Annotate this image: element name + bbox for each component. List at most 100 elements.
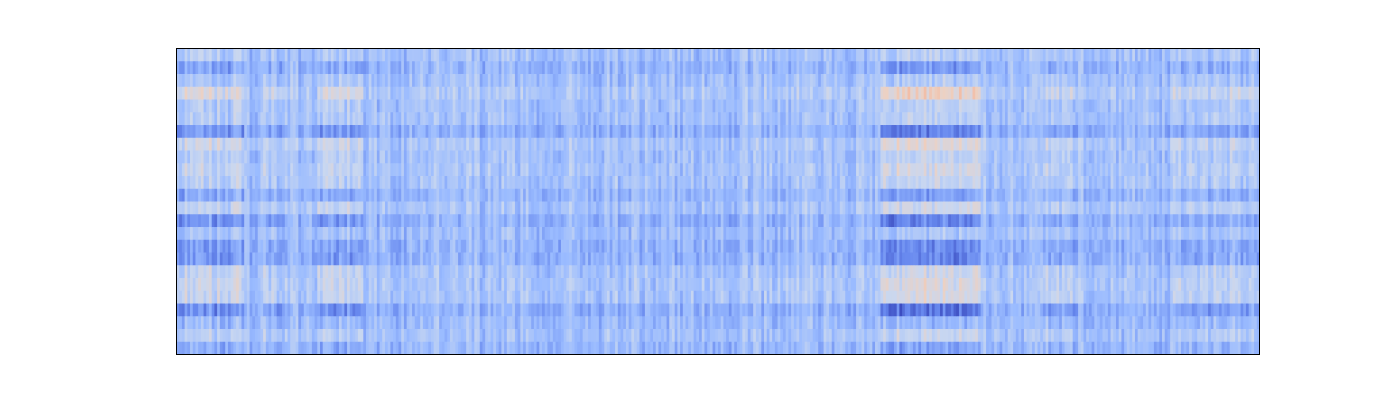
heatmap-cell xyxy=(712,163,716,177)
heatmap-cell xyxy=(246,201,250,215)
heatmap-cell xyxy=(255,150,259,164)
heatmap-cell xyxy=(217,99,221,113)
heatmap-cell xyxy=(517,252,521,266)
heatmap-cell xyxy=(322,303,326,317)
heatmap-cell xyxy=(552,341,556,355)
heatmap-cell xyxy=(393,265,397,279)
heatmap-cell xyxy=(704,265,708,279)
heatmap-cell xyxy=(238,150,242,164)
heatmap-cell xyxy=(282,341,286,355)
heatmap-cell xyxy=(688,86,692,100)
heatmap-cell xyxy=(347,290,351,304)
heatmap-cell xyxy=(644,74,649,88)
heatmap-cell xyxy=(322,227,326,241)
heatmap-cell xyxy=(238,48,242,62)
heatmap-cell xyxy=(647,61,651,75)
heatmap-cell xyxy=(265,137,269,151)
heatmap-cell xyxy=(682,316,686,330)
heatmap-cell xyxy=(249,150,253,164)
heatmap-cell xyxy=(514,112,519,126)
heatmap-cell xyxy=(485,99,489,113)
heatmap-cell xyxy=(701,112,705,126)
heatmap-cell xyxy=(555,112,559,126)
heatmap-cell xyxy=(485,74,489,88)
heatmap-cell xyxy=(612,61,616,75)
heatmap-cell xyxy=(393,163,397,177)
heatmap-cell xyxy=(579,290,584,304)
heatmap-cell xyxy=(468,125,473,139)
heatmap-cell xyxy=(677,329,681,343)
heatmap-cell xyxy=(265,99,269,113)
heatmap-cell xyxy=(644,316,649,330)
heatmap-cell xyxy=(566,201,570,215)
heatmap-cell xyxy=(347,252,351,266)
heatmap-cell xyxy=(357,48,362,62)
heatmap-cell xyxy=(184,329,188,343)
heatmap-cell xyxy=(485,329,489,343)
heatmap-cell xyxy=(734,150,738,164)
heatmap-cell xyxy=(709,112,713,126)
heatmap-cell xyxy=(631,278,635,292)
heatmap-cell xyxy=(723,176,727,190)
heatmap-cell xyxy=(366,176,370,190)
heatmap-cell xyxy=(376,74,380,88)
heatmap-cell xyxy=(263,150,267,164)
heatmap-cell xyxy=(571,201,575,215)
heatmap-cell xyxy=(574,112,578,126)
heatmap-cell xyxy=(715,137,719,151)
heatmap-cell xyxy=(487,214,491,228)
heatmap-cell xyxy=(181,176,186,190)
heatmap-cell xyxy=(244,150,248,164)
heatmap-cell xyxy=(276,99,280,113)
heatmap-cell xyxy=(268,112,272,126)
heatmap-cell xyxy=(330,341,334,355)
heatmap-cell xyxy=(490,74,494,88)
heatmap-cell xyxy=(593,112,597,126)
heatmap-cell xyxy=(588,125,592,139)
heatmap-cell xyxy=(428,112,432,126)
heatmap-cell xyxy=(455,61,459,75)
heatmap-cell xyxy=(623,252,627,266)
heatmap-cell xyxy=(265,290,269,304)
heatmap-cell xyxy=(309,214,313,228)
heatmap-cell xyxy=(460,188,464,202)
heatmap-cell xyxy=(314,278,318,292)
heatmap-cell xyxy=(236,227,240,241)
heatmap-cell xyxy=(731,48,735,62)
heatmap-cell xyxy=(376,316,380,330)
heatmap-cell xyxy=(631,201,635,215)
heatmap-cell xyxy=(384,214,389,228)
heatmap-cell xyxy=(490,265,494,279)
heatmap-cell xyxy=(468,74,473,88)
heatmap-cell xyxy=(718,227,722,241)
heatmap-cell xyxy=(623,227,627,241)
heatmap-cell xyxy=(379,278,383,292)
heatmap-cell xyxy=(696,48,700,62)
heatmap-cell xyxy=(444,188,448,202)
heatmap-cell xyxy=(341,125,345,139)
heatmap-cell xyxy=(311,188,315,202)
heatmap-cell xyxy=(723,112,727,126)
heatmap-cell xyxy=(444,125,448,139)
heatmap-cell xyxy=(547,316,551,330)
heatmap-cell xyxy=(544,125,548,139)
heatmap-cell xyxy=(376,201,380,215)
heatmap-cell xyxy=(455,201,459,215)
heatmap-cell xyxy=(238,290,242,304)
heatmap-cell xyxy=(525,137,529,151)
heatmap-cell xyxy=(653,163,657,177)
heatmap-cell xyxy=(428,99,432,113)
heatmap-cell xyxy=(349,227,353,241)
heatmap-cell xyxy=(192,48,196,62)
heatmap-cell xyxy=(690,48,695,62)
heatmap-cell xyxy=(444,316,448,330)
heatmap-cell xyxy=(363,265,367,279)
heatmap-cell xyxy=(682,341,686,355)
heatmap-cell xyxy=(474,227,478,241)
heatmap-cell xyxy=(598,137,602,151)
heatmap-cell xyxy=(236,176,240,190)
heatmap-cell xyxy=(487,329,491,343)
heatmap-cell xyxy=(680,252,684,266)
heatmap-cell xyxy=(598,125,602,139)
heatmap-cell xyxy=(577,188,581,202)
